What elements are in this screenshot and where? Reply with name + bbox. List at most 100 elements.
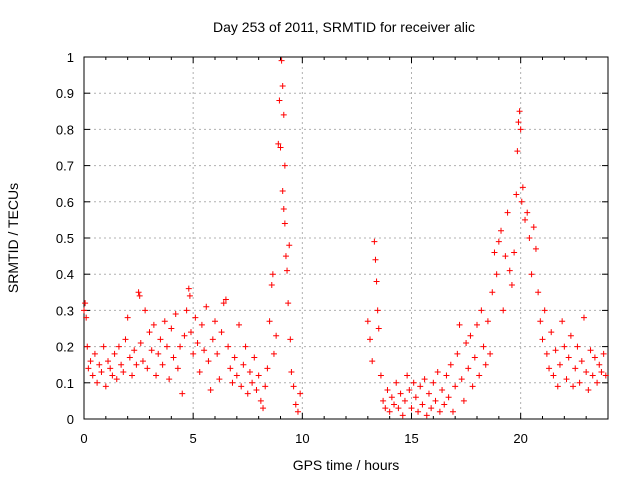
- data-point: [292, 401, 299, 408]
- data-point: [478, 307, 485, 314]
- data-point: [170, 354, 177, 361]
- data-point: [198, 321, 205, 328]
- data-point: [436, 408, 443, 415]
- data-point: [290, 383, 297, 390]
- data-point: [514, 148, 521, 155]
- data-point: [87, 358, 94, 365]
- data-point: [425, 390, 432, 397]
- data-point: [423, 412, 430, 419]
- y-tick-label: 0.3: [56, 303, 74, 318]
- data-point: [280, 206, 287, 213]
- data-point: [244, 390, 251, 397]
- data-point: [168, 325, 175, 332]
- data-point: [183, 307, 190, 314]
- x-tick-label: 10: [295, 431, 309, 446]
- data-point: [297, 390, 304, 397]
- data-point: [269, 271, 276, 278]
- data-point: [220, 300, 227, 307]
- data-point: [404, 372, 411, 379]
- data-point: [395, 405, 402, 412]
- data-point: [382, 405, 389, 412]
- data-point: [471, 354, 478, 361]
- data-point: [286, 242, 293, 249]
- data-point: [522, 216, 529, 223]
- data-point: [137, 339, 144, 346]
- data-point: [242, 343, 249, 350]
- x-tick-label: 20: [513, 431, 527, 446]
- x-tick-label: 5: [190, 431, 197, 446]
- y-tick-label: 1: [67, 50, 74, 65]
- data-point: [600, 350, 607, 357]
- data-point: [502, 253, 509, 260]
- data-point: [482, 361, 489, 368]
- data-point: [111, 350, 118, 357]
- data-point: [236, 321, 243, 328]
- data-point: [281, 162, 288, 169]
- x-tick-label: 0: [80, 431, 87, 446]
- data-point: [386, 408, 393, 415]
- data-point: [98, 368, 105, 375]
- data-point: [535, 289, 542, 296]
- data-point: [225, 343, 232, 350]
- data-point: [377, 372, 384, 379]
- data-point: [181, 332, 188, 339]
- data-point: [580, 314, 587, 321]
- data-point: [480, 343, 487, 350]
- data-point: [157, 336, 164, 343]
- data-point: [602, 372, 609, 379]
- data-point: [136, 292, 143, 299]
- data-point: [270, 350, 277, 357]
- data-point: [498, 227, 505, 234]
- data-point: [369, 358, 376, 365]
- data-point: [94, 379, 101, 386]
- data-point: [576, 379, 583, 386]
- data-point: [135, 289, 142, 296]
- data-point: [214, 350, 221, 357]
- data-point: [589, 372, 596, 379]
- data-point: [410, 379, 417, 386]
- data-point: [474, 321, 480, 328]
- data-point: [216, 376, 223, 383]
- data-point: [445, 394, 452, 401]
- data-point: [515, 119, 522, 126]
- data-point: [594, 379, 601, 386]
- data-point: [434, 368, 441, 375]
- grid: [84, 57, 608, 419]
- data-point: [463, 339, 470, 346]
- data-point: [131, 347, 138, 354]
- data-point: [187, 329, 194, 336]
- data-point: [85, 365, 92, 372]
- data-point: [82, 300, 89, 307]
- data-point: [583, 368, 590, 375]
- y-tick-label: 0.2: [56, 340, 74, 355]
- data-point: [246, 368, 253, 375]
- data-point: [489, 289, 496, 296]
- data-point: [285, 300, 292, 307]
- data-point: [81, 307, 87, 314]
- data-point: [367, 336, 374, 343]
- data-point: [177, 343, 184, 350]
- axis-ticks: 0 5 10 15 20 0 0.1 0.2 0.3 0.4 0.5 0.6 0.7 0.8 0.9 1: [56, 50, 608, 446]
- data-point: [231, 354, 238, 361]
- data-point: [83, 314, 90, 321]
- data-point: [469, 383, 476, 390]
- data-point: [209, 336, 216, 343]
- data-point: [251, 354, 258, 361]
- y-tick-label: 0.8: [56, 122, 74, 137]
- data-point: [517, 126, 524, 133]
- data-point: [84, 343, 91, 350]
- data-point: [561, 343, 568, 350]
- data-point: [100, 343, 107, 350]
- data-point: [229, 379, 236, 386]
- data-point: [543, 350, 550, 357]
- x-axis-label: GPS time / hours: [293, 457, 400, 473]
- data-point: [281, 220, 288, 227]
- data-point: [460, 397, 467, 404]
- data-point: [139, 358, 146, 365]
- data-point: [506, 267, 513, 274]
- data-point: [375, 325, 382, 332]
- data-point: [388, 394, 395, 401]
- data-point: [253, 387, 260, 394]
- data-point: [511, 249, 518, 256]
- data-point: [456, 321, 463, 328]
